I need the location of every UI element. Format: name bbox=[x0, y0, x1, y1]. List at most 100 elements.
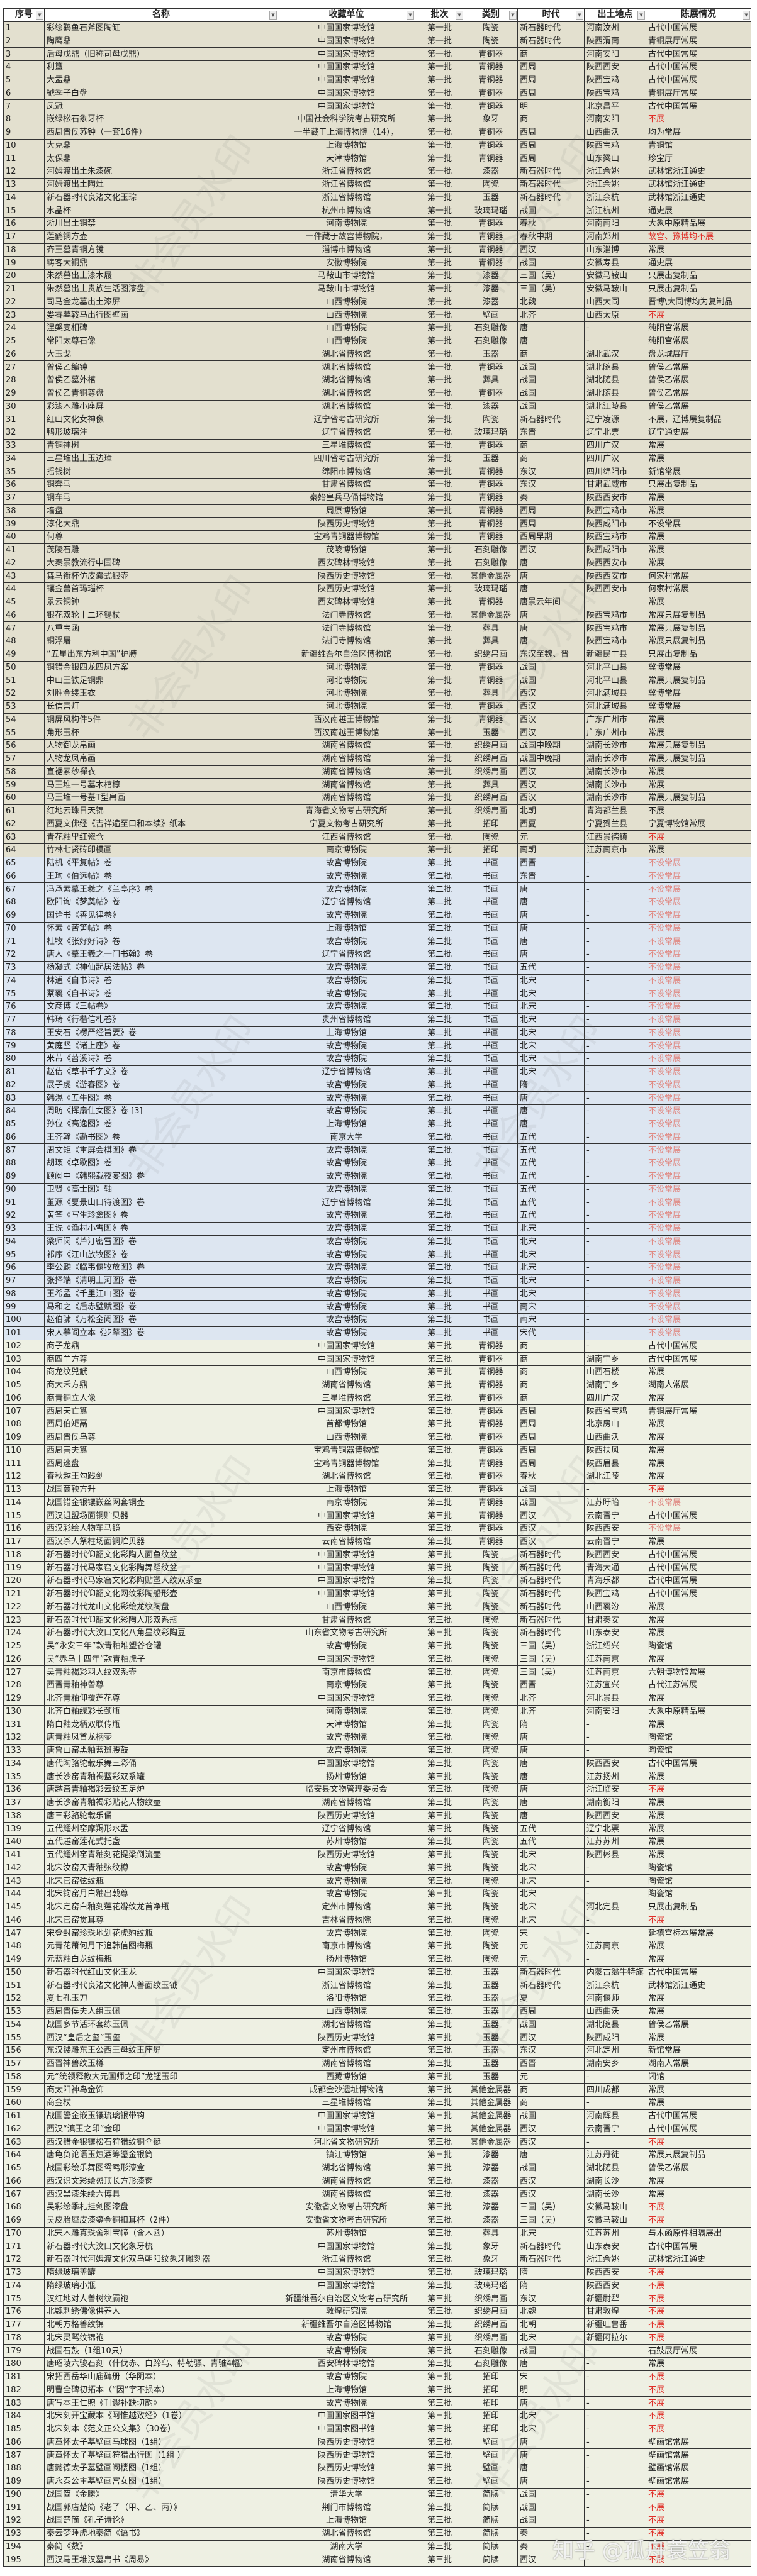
col-status-cell: 不设常展 bbox=[646, 921, 751, 936]
col-era-cell: 北齐 bbox=[517, 1704, 585, 1719]
filter-dropdown-icon[interactable]: ▼ bbox=[743, 11, 750, 20]
col-category-cell: 书画 bbox=[464, 960, 518, 975]
col-name-cell: 新石器时代河姆渡文化双鸟朝阳纹象牙雕刻器 bbox=[44, 2253, 278, 2267]
col-index-cell: 189 bbox=[3, 2474, 45, 2489]
table-row: 149 元蓝釉白龙纹梅瓶 扬州博物馆 第三批 陶瓷元 - 常展 bbox=[3, 1952, 751, 1967]
col-era-cell: 唐 bbox=[517, 1757, 585, 1771]
col-batch-cell: 第三批 bbox=[415, 2331, 464, 2345]
col-name-cell: 新石器时代仰韶文化网纹彩陶船形壶 bbox=[44, 1587, 278, 1601]
col-category-cell: 陶瓷 bbox=[464, 1679, 518, 1692]
header-col-era[interactable]: 时代 ▼ bbox=[517, 8, 585, 22]
col-category-cell: 陶瓷 bbox=[464, 1665, 518, 1679]
filter-dropdown-icon[interactable]: ▼ bbox=[456, 11, 463, 20]
col-era-cell: 新石器时代 bbox=[517, 177, 585, 192]
col-holder-cell: 法门寺博物馆 bbox=[278, 621, 415, 635]
filter-dropdown-icon[interactable]: ▼ bbox=[407, 11, 414, 20]
table-row: 54 铜屏风构件5件 西汉南越王博物馆 第一批 青铜器 西汉 广东广州市 常展 bbox=[3, 713, 751, 727]
header-col-name[interactable]: 名称 ▼ bbox=[44, 8, 278, 22]
col-name-cell: 朱然墓出土漆木屐 bbox=[44, 269, 278, 283]
col-site-cell: 山西曲沃 bbox=[584, 2004, 646, 2019]
col-holder-cell: 故宫博物院 bbox=[278, 1143, 415, 1157]
col-status-cell: 不设常展 bbox=[646, 1000, 751, 1014]
filter-dropdown-icon[interactable]: ▼ bbox=[36, 11, 43, 20]
col-holder-cell: 定州市博物馆 bbox=[278, 1900, 415, 1914]
col-category-cell: 陶瓷 bbox=[464, 1874, 518, 1888]
col-holder-cell: 扬州博物馆 bbox=[278, 1952, 415, 1967]
col-holder-cell: 上海博物馆 bbox=[278, 1482, 415, 1497]
col-site-cell: 陕西西安市 bbox=[584, 582, 646, 596]
filter-dropdown-icon[interactable]: ▼ bbox=[637, 11, 645, 20]
col-site-cell: 陕西西安市 bbox=[584, 556, 646, 570]
col-era-cell: 西汉 bbox=[517, 765, 585, 779]
col-index-cell: 68 bbox=[3, 896, 45, 909]
col-era-cell: 北宋 bbox=[517, 1000, 585, 1014]
col-holder-cell: 中国国家博物馆 bbox=[278, 47, 415, 61]
header-col-index[interactable]: 序号 ▼ bbox=[3, 8, 45, 22]
header-col-holder[interactable]: 收藏单位 ▼ bbox=[278, 8, 415, 22]
col-index-cell: 56 bbox=[3, 739, 45, 753]
col-index-cell: 178 bbox=[3, 2331, 45, 2345]
col-site-cell: - bbox=[584, 974, 646, 988]
col-category-cell: 青铜器 bbox=[464, 1365, 518, 1379]
filter-dropdown-icon[interactable]: ▼ bbox=[576, 11, 583, 20]
col-holder-cell: 中国国家博物馆 bbox=[278, 2265, 415, 2280]
col-era-cell: 西晋 bbox=[517, 1679, 585, 1692]
col-category-cell: 书画 bbox=[464, 1248, 518, 1262]
col-holder-cell: 山西博物院 bbox=[278, 1365, 415, 1379]
col-index-cell: 119 bbox=[3, 1561, 45, 1575]
col-batch-cell: 第三批 bbox=[415, 1874, 464, 1888]
col-era-cell: 战国 bbox=[517, 2161, 585, 2175]
col-name-cell: 杨凝式《神仙起居法帖》卷 bbox=[44, 960, 278, 975]
col-era-cell: 唐 bbox=[517, 908, 585, 923]
col-status-cell: 常展 bbox=[646, 1391, 751, 1406]
col-index-cell: 125 bbox=[3, 1639, 45, 1653]
col-holder-cell: 故宫博物院 bbox=[278, 1091, 415, 1105]
table-row: 101 宋人摹阎立本《步辇图》卷 故宫博物院 第二批 书画 宋代 - 不设常展 bbox=[3, 1326, 751, 1340]
table-row: 162 西汉“滇王之印”金印 中国国家博物馆 第三批 其他金属器 西汉 云南晋宁 古代中国常展 bbox=[3, 2122, 751, 2136]
col-category-cell: 葬具 bbox=[464, 635, 518, 648]
col-name-cell: 周昉《挥扇仕女图》卷 [3] bbox=[44, 1104, 278, 1118]
col-name-cell: 战国简《金縢》 bbox=[44, 2487, 278, 2502]
col-era-cell: 西周 bbox=[517, 1430, 585, 1445]
col-status-cell: 新馆常展 bbox=[646, 2044, 751, 2058]
filter-dropdown-icon[interactable]: ▼ bbox=[509, 11, 517, 20]
col-site-cell: 江苏盱眙 bbox=[584, 1496, 646, 1510]
col-status-cell: 武林馆浙江通史 bbox=[646, 1979, 751, 1992]
col-site-cell: - bbox=[584, 1130, 646, 1145]
col-name-cell: 铜错金银四龙四凤方案 bbox=[44, 660, 278, 675]
header-col-category[interactable]: 类别 ▼ bbox=[464, 8, 518, 22]
col-name-cell: 吴“永安三年”款青釉堆塑谷仓罐 bbox=[44, 1639, 278, 1653]
col-batch-cell: 第二批 bbox=[415, 1143, 464, 1157]
col-index-cell: 48 bbox=[3, 635, 45, 648]
col-status-cell: 湖南人常展 bbox=[646, 1378, 751, 1392]
col-index-cell: 23 bbox=[3, 308, 45, 322]
col-category-cell: 陶瓷 bbox=[464, 1574, 518, 1588]
header-col-batch[interactable]: 批次 ▼ bbox=[415, 8, 464, 22]
header-col-status[interactable]: 陈展情况 ▼ bbox=[646, 8, 751, 22]
col-site-cell: 北京昌平 bbox=[584, 99, 646, 113]
col-era-cell: 西汉 bbox=[517, 1522, 585, 1536]
col-category-cell: 青铜器 bbox=[464, 713, 518, 727]
col-holder-cell: 安徽博物院 bbox=[278, 256, 415, 270]
col-index-cell: 123 bbox=[3, 1613, 45, 1627]
col-site-cell: 陕西西安市 bbox=[584, 569, 646, 583]
col-name-cell: 胡瓌《卓歇图》卷 bbox=[44, 1157, 278, 1170]
col-era-cell: 北魏 bbox=[517, 2305, 585, 2319]
col-holder-cell: 中国国家博物馆 bbox=[278, 99, 415, 113]
col-batch-cell: 第二批 bbox=[415, 1313, 464, 1327]
col-era-cell: 五代 bbox=[517, 1182, 585, 1197]
filter-dropdown-icon[interactable]: ▼ bbox=[269, 11, 277, 20]
col-status-cell: 常展 bbox=[646, 556, 751, 570]
col-name-cell: 商龙纹兕觥 bbox=[44, 1365, 278, 1379]
col-name-cell: 西汉“滇王之印”金印 bbox=[44, 2122, 278, 2136]
col-name-cell: 三星堆出土玉边璋 bbox=[44, 452, 278, 466]
col-status-cell: 曾侯乙常展 bbox=[646, 2161, 751, 2175]
header-col-site[interactable]: 出土地点 ▼ bbox=[584, 8, 646, 22]
col-category-cell: 青铜器 bbox=[464, 595, 518, 609]
table-row: 68 欧阳询《梦奠帖》卷 辽宁省博物馆 第二批 书画唐 - 不设常展 bbox=[3, 896, 751, 909]
col-status-cell: 湖南人常展 bbox=[646, 2057, 751, 2071]
col-index-cell: 151 bbox=[3, 1979, 45, 1992]
col-batch-cell: 第三批 bbox=[415, 2187, 464, 2201]
col-name-cell: 韩滉《五牛图》卷 bbox=[44, 1091, 278, 1105]
col-batch-cell: 第二批 bbox=[415, 921, 464, 936]
